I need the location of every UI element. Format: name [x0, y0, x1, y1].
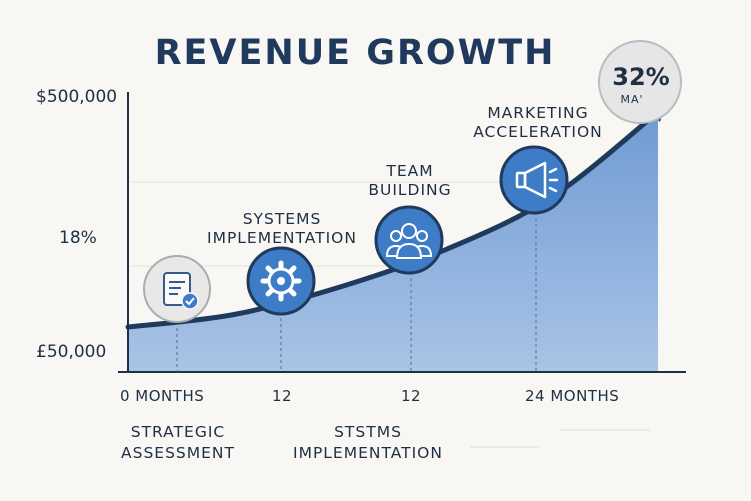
y-tick-label: £50,000	[36, 342, 106, 362]
megaphone-icon	[499, 145, 569, 215]
bottom-label: IMPLEMENTATION	[293, 444, 443, 462]
gear-icon	[246, 246, 316, 316]
bottom-label: STSTMS	[334, 423, 402, 441]
growth-badge: 32% MA'	[598, 40, 682, 124]
milestone-label: MARKETING	[487, 104, 588, 122]
x-tick-label: 12	[401, 387, 421, 405]
drop-lines	[176, 212, 537, 372]
milestone-label: IMPLEMENTATION	[207, 229, 357, 247]
decorative-lines	[470, 429, 650, 448]
y-tick-label: 18%	[59, 228, 97, 248]
milestone-label: ACCELERATION	[473, 123, 603, 141]
bottom-label: STRATEGIC	[131, 423, 226, 441]
chart-title: REVENUE GROWTH	[155, 33, 556, 73]
bottom-label: ASSESSMENT	[121, 444, 235, 462]
x-tick-label: 24 MONTHS	[525, 387, 619, 405]
milestone-label: TEAM	[385, 162, 433, 180]
area-fill	[128, 112, 658, 372]
milestone-label: BUILDING	[368, 181, 451, 199]
milestone-label: SYSTEMS	[243, 210, 322, 228]
badge-sublabel: MA'	[620, 93, 643, 106]
y-tick-label: $500,000	[36, 87, 117, 107]
checklist-icon	[143, 255, 211, 323]
team-icon	[374, 205, 444, 275]
x-tick-label: 12	[272, 387, 292, 405]
badge-value: 32%	[612, 63, 669, 91]
x-tick-label: 0 MONTHS	[120, 387, 204, 405]
